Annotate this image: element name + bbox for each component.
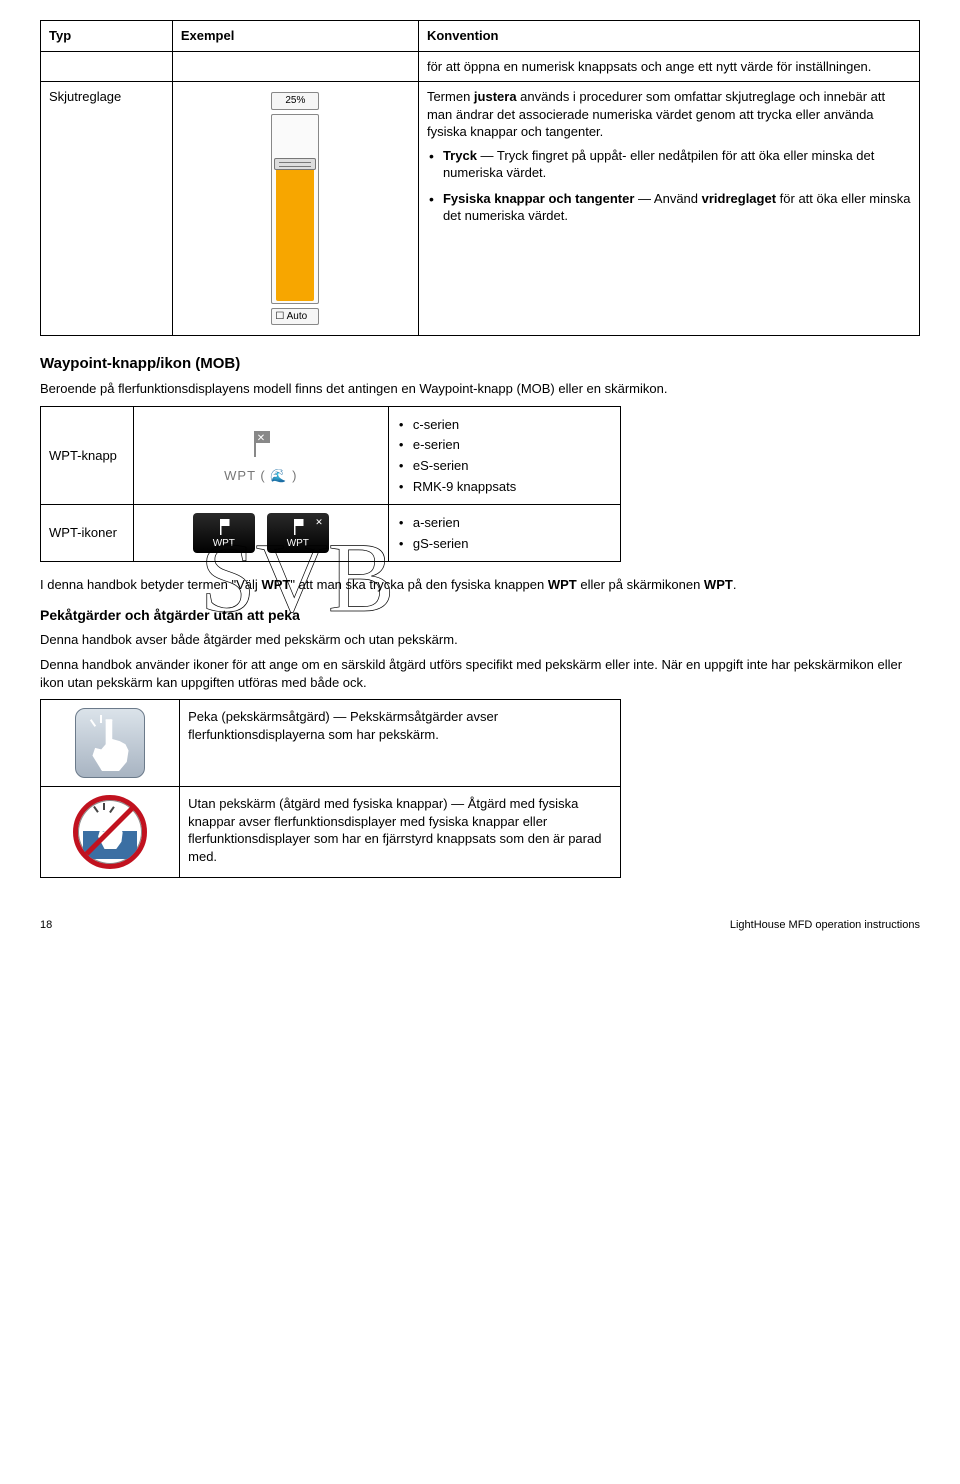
table-row: för att öppna en numerisk knappsats och … <box>41 51 920 82</box>
page-footer: 18 LightHouse MFD operation instructions <box>40 918 920 933</box>
table-row: Skjutreglage 25% ☐ Auto Termen justera a… <box>41 82 920 336</box>
table-row: Utan pekskärm (åtgärd med fysiska knappa… <box>41 787 621 878</box>
list-item: e-serien <box>397 436 612 454</box>
icons-table: Peka (pekskärmsåtgärd) — Pekskärmsåtgärd… <box>40 699 621 878</box>
wpt-label-ikoner: WPT-ikoner <box>41 505 134 562</box>
no-touch-icon <box>73 795 147 869</box>
th-exempel: Exempel <box>172 21 418 52</box>
list-item: eS-serien <box>397 457 612 475</box>
wpt-btn-label: WPT ( 🌊 ) <box>142 467 380 485</box>
th-typ: Typ <box>41 21 173 52</box>
svg-text:SVB: SVB <box>200 526 395 633</box>
list-item: c-serien <box>397 416 612 434</box>
list-item: RMK-9 knappsats <box>397 478 612 496</box>
konv-cell: Termen justera används i procedurer som … <box>418 82 919 336</box>
page-number: 18 <box>40 918 52 933</box>
doc-title: LightHouse MFD operation instructions <box>730 918 920 933</box>
list-item: Fysiska knappar och tangenter — Använd v… <box>427 190 911 225</box>
table-row: Peka (pekskärmsåtgärd) — Pekskärmsåtgärd… <box>41 700 621 787</box>
th-konvention: Konvention <box>418 21 919 52</box>
convention-table: Typ Exempel Konvention för att öppna en … <box>40 20 920 336</box>
wpt-knapp-graphic: ✕ WPT ( 🌊 ) <box>133 406 388 504</box>
section-title-mob: Waypoint-knapp/ikon (MOB) <box>40 354 920 374</box>
slider-handle <box>274 158 316 170</box>
slider-fill <box>276 160 314 301</box>
slider-track <box>271 114 319 304</box>
no-touch-desc: Utan pekskärm (åtgärd med fysiska knappa… <box>180 787 621 878</box>
wpt-label-knapp: WPT-knapp <box>41 406 134 504</box>
konv-bullets: Tryck — Tryck fingret på uppåt- eller ne… <box>427 147 911 225</box>
section-intro: Beroende på flerfunktionsdisplayens mode… <box>40 380 920 398</box>
exempel-cell: 25% ☐ Auto <box>172 82 418 336</box>
slider-widget: 25% ☐ Auto <box>271 92 319 325</box>
no-touch-icon-cell <box>41 787 180 878</box>
slider-percent: 25% <box>271 92 319 110</box>
mob-icon: ( 🌊 ) <box>260 468 297 483</box>
touch-icon <box>75 708 145 778</box>
konv-text-1: för att öppna en numerisk knappsats och … <box>418 51 919 82</box>
table-row: WPT-knapp ✕ WPT ( 🌊 ) c-serien e-serien … <box>41 406 621 504</box>
touch-desc: Peka (pekskärmsåtgärd) — Pekskärmsåtgärd… <box>180 700 621 787</box>
svg-text:✕: ✕ <box>257 433 265 444</box>
touch-icon-cell <box>41 700 180 787</box>
slider-auto: ☐ Auto <box>271 308 319 326</box>
para-pek-2: Denna handbok använder ikoner för att an… <box>40 656 920 691</box>
konv-para: Termen justera används i procedurer som … <box>427 88 911 141</box>
wpt-knapp-list: c-serien e-serien eS-serien RMK-9 knapps… <box>388 406 620 504</box>
flag-icon: ✕ <box>244 427 278 461</box>
typ-cell: Skjutreglage <box>41 82 173 336</box>
list-item: Tryck — Tryck fingret på uppåt- eller ne… <box>427 147 911 182</box>
